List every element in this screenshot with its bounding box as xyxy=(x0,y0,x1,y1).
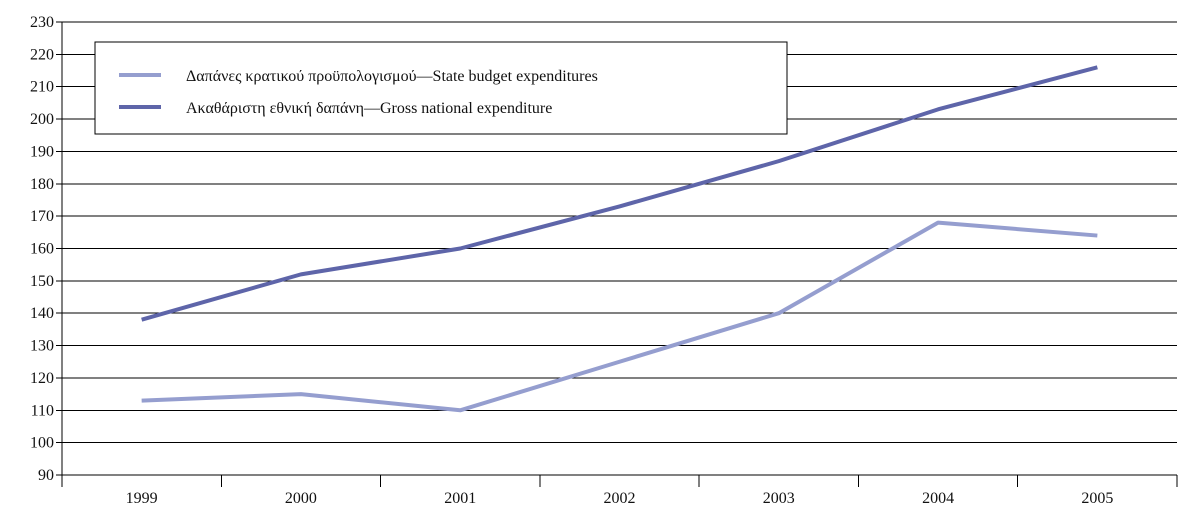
legend: Δαπάνες κρατικού προϋπολογισμού—State bu… xyxy=(94,41,788,135)
y-tick-label: 150 xyxy=(30,273,54,290)
tick-labels: 90 100 110 120 130 140 150 160 170 180 190 200 210 22… xyxy=(30,14,1113,507)
y-tick-label: 130 xyxy=(30,338,54,355)
y-tick-label: 180 xyxy=(30,176,54,193)
y-tick-label: 230 xyxy=(30,14,54,31)
y-tick-label: 200 xyxy=(30,111,54,128)
y-tick-label: 160 xyxy=(30,241,54,258)
x-tick-label: 2001 xyxy=(444,490,476,507)
x-tick-label: 2000 xyxy=(285,490,317,507)
x-tick-label: 2003 xyxy=(763,490,795,507)
y-tick-label: 100 xyxy=(30,435,54,452)
x-tick-label: 2005 xyxy=(1081,490,1113,507)
series-line-gross-national xyxy=(141,65,1098,322)
legend-label-gross-national: Ακαθάριστη εθνική δαπάνη—Gross national … xyxy=(186,100,552,117)
x-tick-label: 2002 xyxy=(604,490,636,507)
y-tick-label: 90 xyxy=(38,467,54,484)
y-tick-label: 140 xyxy=(30,305,54,322)
y-tick-label: 120 xyxy=(30,370,54,387)
x-tick-label: 1999 xyxy=(126,490,158,507)
y-tick-label: 110 xyxy=(31,402,54,419)
y-tick-label: 220 xyxy=(30,46,54,63)
y-tick-label: 190 xyxy=(30,143,54,160)
y-tick-label: 210 xyxy=(30,79,54,96)
legend-label-state-budget: Δαπάνες κρατικού προϋπολογισμού—State bu… xyxy=(186,68,598,85)
series-lines xyxy=(141,65,1098,413)
x-tick-label: 2004 xyxy=(922,490,954,507)
y-tick-label: 170 xyxy=(30,208,54,225)
series-line-state-budget xyxy=(141,220,1098,413)
axes xyxy=(56,21,1178,487)
legend-box xyxy=(94,41,788,135)
